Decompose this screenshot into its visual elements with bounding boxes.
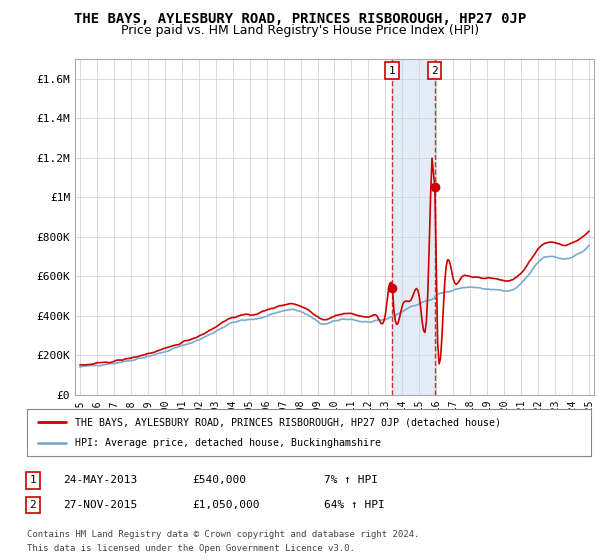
Text: 1: 1 [29,475,37,486]
Text: 2: 2 [431,66,438,76]
Text: 2: 2 [29,500,37,510]
Text: Contains HM Land Registry data © Crown copyright and database right 2024.: Contains HM Land Registry data © Crown c… [27,530,419,539]
Text: £540,000: £540,000 [192,475,246,486]
Bar [392,59,434,395]
Text: 24-MAY-2013: 24-MAY-2013 [63,475,137,486]
Text: Price paid vs. HM Land Registry's House Price Index (HPI): Price paid vs. HM Land Registry's House … [121,24,479,37]
Text: HPI: Average price, detached house, Buckinghamshire: HPI: Average price, detached house, Buck… [75,438,381,448]
Text: THE BAYS, AYLESBURY ROAD, PRINCES RISBOROUGH, HP27 0JP (detached house): THE BAYS, AYLESBURY ROAD, PRINCES RISBOR… [75,417,501,427]
Text: THE BAYS, AYLESBURY ROAD, PRINCES RISBOROUGH, HP27 0JP: THE BAYS, AYLESBURY ROAD, PRINCES RISBOR… [74,12,526,26]
Text: This data is licensed under the Open Government Licence v3.0.: This data is licensed under the Open Gov… [27,544,355,553]
Text: 27-NOV-2015: 27-NOV-2015 [63,500,137,510]
Text: 64% ↑ HPI: 64% ↑ HPI [324,500,385,510]
Text: 7% ↑ HPI: 7% ↑ HPI [324,475,378,486]
Text: £1,050,000: £1,050,000 [192,500,260,510]
Text: 1: 1 [389,66,395,76]
